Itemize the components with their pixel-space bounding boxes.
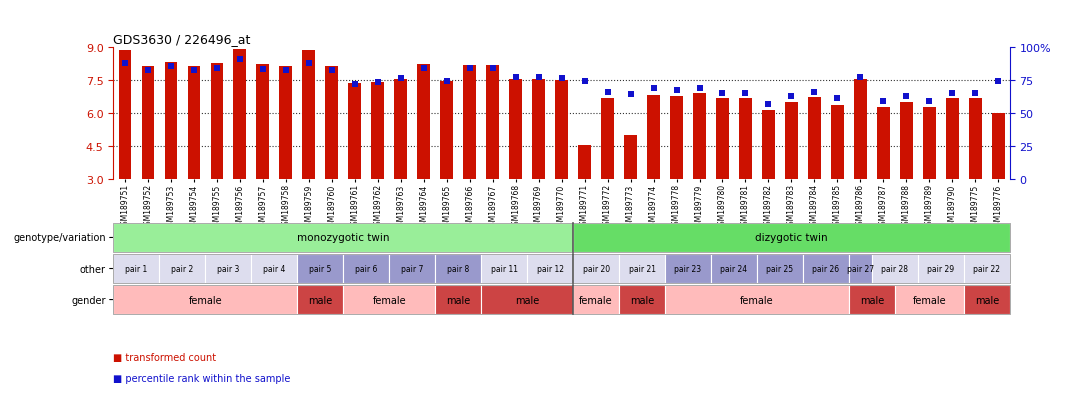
Bar bbox=[302, 51, 315, 180]
Text: monozygotic twin: monozygotic twin bbox=[297, 233, 390, 243]
Text: male: male bbox=[515, 295, 539, 305]
Text: other: other bbox=[80, 264, 106, 274]
Bar bbox=[946, 99, 959, 180]
Text: pair 8: pair 8 bbox=[447, 264, 470, 273]
Text: pair 12: pair 12 bbox=[537, 264, 564, 273]
Bar bbox=[372, 83, 384, 180]
Bar bbox=[188, 67, 200, 180]
Text: pair 4: pair 4 bbox=[264, 264, 285, 273]
Bar bbox=[716, 99, 729, 180]
Text: pair 27: pair 27 bbox=[847, 264, 874, 273]
Bar bbox=[441, 82, 453, 180]
Text: female: female bbox=[189, 295, 222, 305]
Text: pair 7: pair 7 bbox=[401, 264, 423, 273]
Bar bbox=[417, 65, 430, 180]
Text: gender: gender bbox=[71, 295, 106, 305]
Text: pair 22: pair 22 bbox=[973, 264, 1000, 273]
Bar bbox=[854, 79, 867, 180]
Bar bbox=[739, 99, 752, 180]
Text: ■ percentile rank within the sample: ■ percentile rank within the sample bbox=[113, 373, 291, 383]
Text: female: female bbox=[579, 295, 612, 305]
Text: pair 11: pair 11 bbox=[490, 264, 517, 273]
Text: pair 5: pair 5 bbox=[309, 264, 332, 273]
Bar bbox=[164, 63, 177, 180]
Bar bbox=[463, 66, 476, 180]
Bar bbox=[785, 102, 798, 180]
Bar bbox=[693, 94, 706, 180]
Text: ■ transformed count: ■ transformed count bbox=[113, 352, 216, 362]
Bar bbox=[762, 110, 774, 180]
Bar bbox=[578, 145, 591, 180]
Bar bbox=[349, 84, 361, 180]
Text: GDS3630 / 226496_at: GDS3630 / 226496_at bbox=[113, 33, 251, 45]
Text: male: male bbox=[630, 295, 654, 305]
Bar bbox=[141, 67, 154, 180]
Text: female: female bbox=[740, 295, 773, 305]
Text: pair 29: pair 29 bbox=[928, 264, 955, 273]
Bar bbox=[119, 51, 131, 180]
Bar bbox=[280, 67, 292, 180]
Bar bbox=[325, 67, 338, 180]
Text: pair 25: pair 25 bbox=[767, 264, 794, 273]
Text: pair 26: pair 26 bbox=[812, 264, 839, 273]
Text: male: male bbox=[860, 295, 885, 305]
Bar bbox=[532, 79, 545, 180]
Text: male: male bbox=[308, 295, 333, 305]
Text: male: male bbox=[446, 295, 470, 305]
Bar bbox=[969, 99, 982, 180]
Text: pair 28: pair 28 bbox=[881, 264, 908, 273]
Bar bbox=[993, 114, 1004, 180]
Bar bbox=[900, 102, 913, 180]
Bar bbox=[602, 99, 613, 180]
Bar bbox=[808, 98, 821, 180]
Bar bbox=[233, 50, 246, 180]
Bar bbox=[832, 106, 843, 180]
Bar bbox=[256, 65, 269, 180]
Text: pair 2: pair 2 bbox=[172, 264, 193, 273]
Bar bbox=[486, 66, 499, 180]
Bar bbox=[510, 79, 522, 180]
Bar bbox=[624, 135, 637, 180]
Bar bbox=[211, 64, 224, 180]
Text: pair 24: pair 24 bbox=[720, 264, 747, 273]
Text: pair 6: pair 6 bbox=[355, 264, 377, 273]
Text: genotype/variation: genotype/variation bbox=[13, 233, 106, 243]
Bar bbox=[923, 108, 935, 180]
Bar bbox=[647, 96, 660, 180]
Text: pair 3: pair 3 bbox=[217, 264, 240, 273]
Bar bbox=[394, 79, 407, 180]
Text: pair 1: pair 1 bbox=[125, 264, 148, 273]
Text: male: male bbox=[974, 295, 999, 305]
Bar bbox=[877, 108, 890, 180]
Text: female: female bbox=[373, 295, 406, 305]
Bar bbox=[555, 81, 568, 180]
Text: female: female bbox=[913, 295, 946, 305]
Text: pair 23: pair 23 bbox=[674, 264, 702, 273]
Text: pair 21: pair 21 bbox=[629, 264, 656, 273]
Bar bbox=[671, 97, 683, 180]
Text: pair 20: pair 20 bbox=[582, 264, 609, 273]
Text: dizygotic twin: dizygotic twin bbox=[755, 233, 827, 243]
